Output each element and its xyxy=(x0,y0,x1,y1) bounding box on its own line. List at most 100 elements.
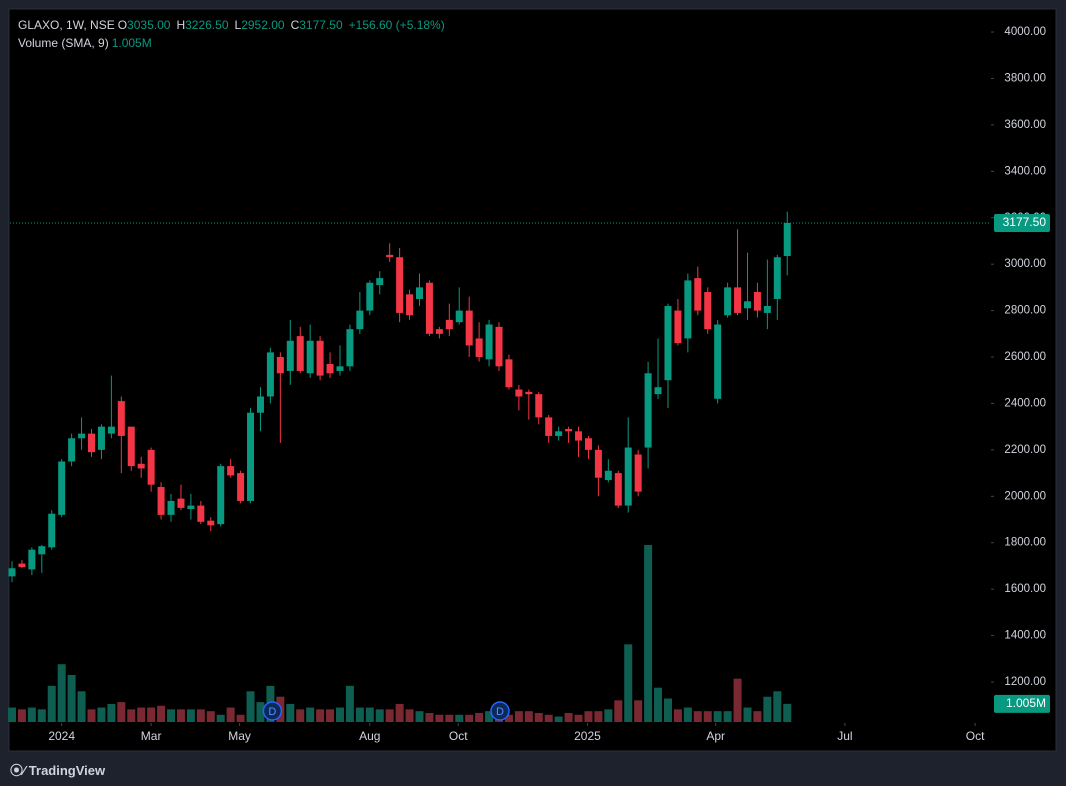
candle xyxy=(247,408,255,504)
volume-bar xyxy=(246,691,255,722)
volume-bar xyxy=(604,709,613,722)
candle xyxy=(137,456,145,478)
volume-label-box xyxy=(994,694,1050,713)
y-tick-label: 4000.00 xyxy=(1004,26,1046,38)
candle xyxy=(227,459,235,478)
candle xyxy=(8,561,16,583)
candle xyxy=(664,303,672,409)
candle-body xyxy=(604,470,612,481)
volume-bar xyxy=(763,696,772,722)
candle-body xyxy=(137,463,145,469)
volume-bar xyxy=(67,675,76,722)
candle xyxy=(157,482,165,520)
candle xyxy=(485,319,493,367)
last-price-box xyxy=(994,213,1050,232)
candle-body xyxy=(674,310,682,344)
ohlc-key: C xyxy=(290,18,300,32)
volume-bar xyxy=(345,685,354,722)
candle xyxy=(256,387,264,432)
candle-body xyxy=(614,473,622,506)
candle-body xyxy=(336,366,344,371)
candle xyxy=(545,415,553,443)
candle-body xyxy=(783,222,791,257)
volume-bar xyxy=(176,709,185,722)
volume-bar xyxy=(405,709,414,722)
candle-body xyxy=(565,428,573,432)
candle-body xyxy=(266,352,274,397)
candle-body xyxy=(525,391,533,395)
x-tick-label: Jul xyxy=(837,729,852,743)
candle-body xyxy=(664,305,672,381)
candle xyxy=(535,391,543,425)
candle xyxy=(117,396,125,474)
candle xyxy=(525,389,533,420)
candle-body xyxy=(724,287,732,316)
candle xyxy=(753,282,761,318)
volume-bar xyxy=(335,707,344,722)
volume-bar xyxy=(256,702,265,722)
candle xyxy=(724,282,732,318)
candle-body xyxy=(773,257,781,299)
volume-bar xyxy=(485,711,494,722)
y-tick-label: 1800.00 xyxy=(1004,537,1046,549)
candle xyxy=(147,447,155,492)
candle-body xyxy=(624,447,632,506)
candle-body xyxy=(753,292,761,311)
candle-body xyxy=(505,359,513,388)
volume-bar xyxy=(713,711,722,722)
candle xyxy=(326,352,334,378)
volume-bar xyxy=(286,703,295,722)
candle xyxy=(207,517,215,532)
candle xyxy=(425,280,433,337)
ohlc-key: O xyxy=(117,18,128,32)
volume-bar xyxy=(435,714,444,722)
volume-bar xyxy=(445,714,454,722)
volume-bar xyxy=(634,700,643,722)
volume-name: Volume (SMA, 9) xyxy=(18,36,109,50)
volume-bar xyxy=(87,709,96,722)
candle-body xyxy=(58,461,66,515)
candle xyxy=(346,324,354,371)
candle-body xyxy=(396,257,404,313)
candle xyxy=(286,319,294,385)
candle-body xyxy=(763,305,771,313)
x-tick-label: Apr xyxy=(706,729,725,743)
candle-body xyxy=(445,319,453,330)
candle-body xyxy=(704,292,712,330)
volume-bar xyxy=(37,709,46,722)
legend-row: Volume (SMA, 9) 1.005M xyxy=(18,34,451,52)
candle-body xyxy=(117,401,125,436)
candle xyxy=(495,322,503,371)
candle-body xyxy=(68,438,76,462)
candle xyxy=(435,326,443,339)
legend-row: GLAXO, 1W, NSE O3035.00 H3226.50 L2952.00 C3… xyxy=(18,16,451,34)
event-label: D xyxy=(496,706,504,718)
candle-body xyxy=(555,431,563,436)
volume-bar xyxy=(355,707,364,722)
volume-bar xyxy=(127,709,136,722)
candle xyxy=(88,428,96,457)
candle xyxy=(38,545,46,573)
candle-body xyxy=(475,338,483,358)
candle xyxy=(187,493,195,520)
y-tick-label: 3000.00 xyxy=(1004,258,1046,270)
candle xyxy=(167,493,175,522)
candle-body xyxy=(366,282,374,311)
y-tick-label: 2000.00 xyxy=(1004,490,1046,502)
candle xyxy=(773,254,781,320)
volume-bar xyxy=(465,714,474,722)
volume-bar xyxy=(7,707,16,722)
candle xyxy=(266,347,274,404)
candle-body xyxy=(306,340,314,374)
candle xyxy=(296,326,304,374)
volume-bar xyxy=(296,709,305,722)
volume-bar xyxy=(534,712,543,722)
candle xyxy=(386,243,394,262)
candle-body xyxy=(316,340,324,376)
candle-body xyxy=(157,487,165,515)
volume-bar xyxy=(306,707,315,722)
y-tick-label: 1600.00 xyxy=(1004,583,1046,595)
y-tick-label: 3600.00 xyxy=(1004,119,1046,131)
ohlc-value: 2952.00 xyxy=(241,18,285,32)
volume-bar xyxy=(47,685,56,722)
